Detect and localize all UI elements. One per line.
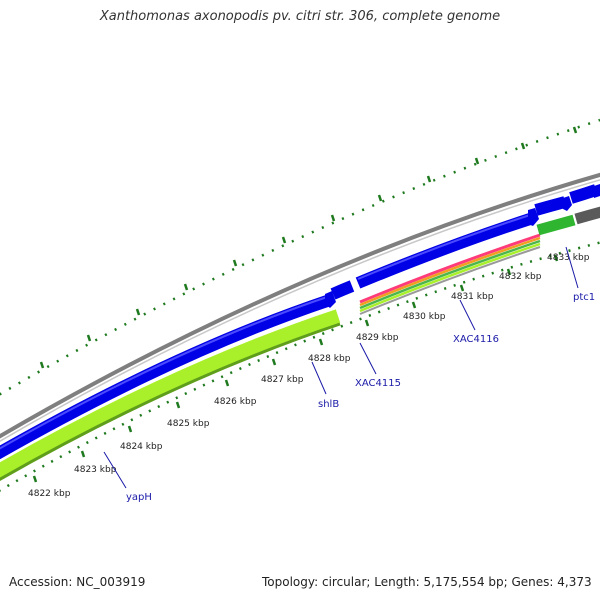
kbp-label: 4827 kbp	[261, 375, 304, 385]
outer-major-tick	[135, 308, 141, 316]
inner-major-tick	[411, 301, 417, 309]
rna-lime-band	[0, 309, 341, 479]
kbp-label: 4828 kbp	[308, 354, 351, 364]
inner-major-tick	[364, 319, 370, 327]
multi-band-lime	[359, 242, 541, 313]
kbp-label: 4830 kbp	[403, 312, 446, 322]
map-title: Xanthomonas axonopodis pv. citri str. 30…	[99, 9, 501, 24]
kbp-label: 4833 kbp	[547, 253, 590, 263]
kbp-label: 4824 kbp	[120, 442, 163, 452]
multi-band-orange	[359, 236, 541, 307]
gene-leaders	[103, 246, 579, 489]
cds-forward-arrow-3	[563, 196, 572, 211]
gene-dark-segment	[574, 206, 600, 225]
kbp-label: 4825 kbp	[167, 419, 210, 429]
outer-major-tick	[281, 236, 287, 244]
gene-label-shlB[interactable]: shlB	[318, 399, 339, 410]
cds-forward-seg-4	[569, 184, 598, 204]
inner-major-ticks	[32, 254, 559, 483]
cds-forward-highlight	[0, 295, 331, 450]
outer-major-tick	[474, 157, 480, 165]
inner-major-tick	[175, 401, 181, 409]
outer-major-tick	[86, 334, 92, 342]
inner-major-tick	[224, 379, 230, 387]
cds-forward-arrow-4	[594, 184, 600, 198]
outer-major-ticks	[39, 126, 578, 369]
kbp-label: 4831 kbp	[451, 292, 494, 302]
outer-major-tick	[520, 142, 526, 150]
outer-major-tick	[183, 283, 189, 291]
inner-major-tick	[127, 425, 133, 433]
leader-XAC4115	[359, 342, 377, 375]
gene-label-XAC4116[interactable]: XAC4116	[453, 334, 499, 345]
gene-label-XAC4115[interactable]: XAC4115	[355, 378, 401, 389]
inner-major-tick	[553, 254, 559, 262]
inner-major-tick	[32, 475, 38, 483]
inner-major-tick	[506, 268, 512, 276]
outer-major-tick	[39, 361, 45, 369]
accession-text: Accession: NC_003919	[9, 575, 146, 589]
backbone-inner	[0, 179, 600, 443]
cds-forward-mid-highlight	[357, 214, 531, 280]
genome-summary-text: Topology: circular; Length: 5,175,554 bp…	[262, 575, 592, 589]
gene-label-yapH[interactable]: yapH	[126, 492, 152, 503]
leader-ptc1	[565, 246, 579, 289]
outer-major-tick	[330, 214, 336, 222]
outer-tick-ring	[0, 118, 600, 396]
outer-major-tick	[426, 175, 432, 183]
inner-major-tick	[459, 284, 465, 292]
rna-lime-edge	[0, 322, 341, 482]
outer-major-tick	[232, 259, 238, 267]
cds-forward-short	[330, 280, 355, 300]
rna-green-segment	[536, 214, 576, 236]
backbone-outer	[0, 172, 600, 439]
outer-tick-arc	[0, 118, 600, 396]
gene-label-ptc1[interactable]: ptc1	[573, 292, 595, 303]
leader-shlB	[311, 361, 327, 395]
cds-forward-seg-3	[534, 196, 567, 216]
cds-forward-mid	[355, 213, 532, 289]
cds-forward-arrow-2	[528, 208, 539, 226]
kbp-label: 4822 kbp	[28, 489, 71, 499]
kbp-label: 4823 kbp	[74, 465, 117, 475]
cds-forward-long	[0, 294, 332, 460]
multi-band-pink	[359, 233, 541, 304]
inner-major-tick	[271, 358, 277, 366]
inner-major-tick	[318, 338, 324, 346]
outer-major-tick	[377, 194, 383, 202]
kbp-label: 4829 kbp	[356, 333, 399, 343]
inner-major-tick	[80, 450, 86, 458]
kbp-label: 4826 kbp	[214, 397, 257, 407]
outer-major-tick	[572, 126, 578, 134]
leader-yapH	[103, 451, 127, 489]
kbp-label: 4832 kbp	[499, 272, 542, 282]
leader-XAC4116	[459, 299, 476, 331]
multi-band-grey	[359, 246, 541, 315]
cds-forward-arrow-1	[325, 291, 336, 308]
multi-band-green	[359, 239, 541, 310]
